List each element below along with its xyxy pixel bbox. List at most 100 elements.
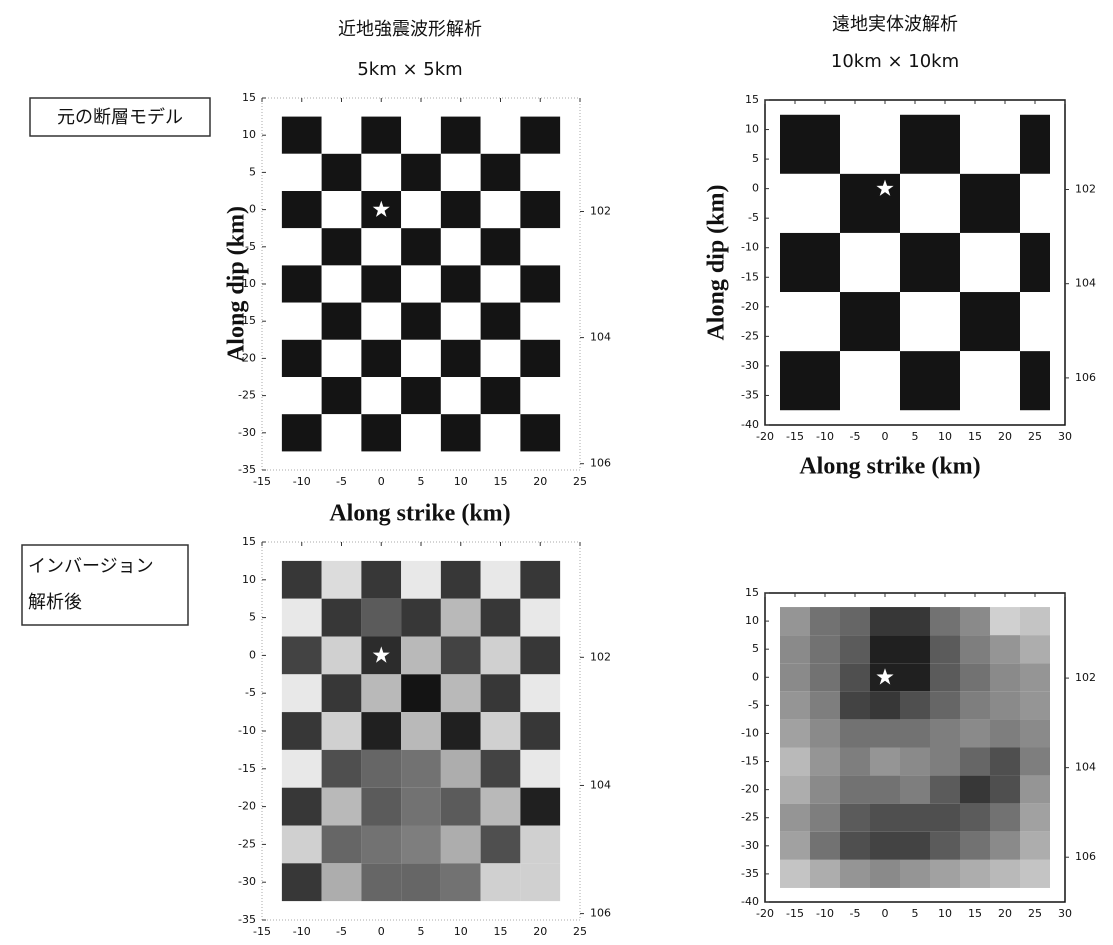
cell <box>990 663 1020 692</box>
y2-tick-label: 106 <box>590 907 611 920</box>
cell <box>440 265 481 303</box>
cell <box>440 825 481 864</box>
cell <box>480 674 521 713</box>
cell <box>1020 663 1050 692</box>
y-tick-label: -10 <box>238 277 256 290</box>
y-tick-label: -25 <box>238 389 256 402</box>
y2-tick-label: 104 <box>1075 277 1096 290</box>
cell <box>321 825 362 864</box>
cell <box>440 863 481 902</box>
cell <box>780 803 810 832</box>
cell <box>480 302 521 340</box>
cell <box>840 607 870 636</box>
cell <box>480 414 521 452</box>
cell <box>870 859 900 888</box>
x-tick-label: -15 <box>253 475 271 488</box>
cell <box>870 803 900 832</box>
cell <box>401 228 441 266</box>
cell <box>960 232 1020 293</box>
cell <box>440 339 481 377</box>
cell <box>401 153 441 191</box>
y-axis-label: Along dip (km) <box>224 206 250 362</box>
cell <box>281 787 322 826</box>
cell <box>780 831 810 860</box>
cell <box>361 339 402 377</box>
cell <box>520 377 561 415</box>
cell <box>520 414 561 452</box>
cell <box>780 859 810 888</box>
cell <box>281 712 322 750</box>
cell <box>810 859 840 888</box>
cell <box>520 302 561 340</box>
x-tick-label: 5 <box>418 475 425 488</box>
cell <box>520 749 561 788</box>
cell <box>361 749 402 788</box>
cell <box>1020 831 1050 860</box>
cell <box>480 598 521 637</box>
cell <box>281 191 322 229</box>
y2-tick-label: 102 <box>1075 671 1096 684</box>
x-tick-label: -10 <box>816 907 834 920</box>
cell <box>440 228 481 266</box>
cell <box>321 674 362 713</box>
cell <box>520 116 561 154</box>
cell <box>401 863 441 902</box>
cell <box>281 377 322 415</box>
cell <box>990 635 1020 664</box>
cell <box>780 775 810 804</box>
cell <box>900 607 930 636</box>
row-label: 元の断層モデル <box>57 107 183 128</box>
cell <box>960 663 990 692</box>
x-tick-label: 10 <box>454 925 468 938</box>
x-tick-label: 0 <box>378 475 385 488</box>
cell <box>900 663 930 692</box>
cell <box>780 114 840 174</box>
cell <box>870 775 900 804</box>
cell <box>840 173 900 233</box>
y-tick-label: -35 <box>741 388 759 401</box>
cell <box>960 114 1020 174</box>
cell <box>1020 351 1050 411</box>
cell <box>900 635 930 664</box>
y-tick-label: -30 <box>238 875 256 888</box>
cell <box>960 635 990 664</box>
cell <box>840 232 900 293</box>
cell <box>990 691 1020 720</box>
y-tick-label: 10 <box>242 573 256 586</box>
y2-tick-label: 102 <box>1075 182 1096 195</box>
y-tick-label: -5 <box>748 211 759 224</box>
cell <box>321 339 362 377</box>
row-label: 解析後 <box>28 592 82 613</box>
cell <box>900 691 930 720</box>
cell <box>321 712 362 750</box>
y-axis-label: Along dip (km) <box>704 184 730 340</box>
cell <box>900 803 930 832</box>
cell <box>780 232 840 293</box>
row-label-box <box>21 544 189 626</box>
cell <box>840 663 870 692</box>
cell <box>520 674 561 713</box>
y-tick-label: -25 <box>741 811 759 824</box>
cell <box>870 747 900 776</box>
cell <box>870 831 900 860</box>
y-tick-label: 0 <box>249 648 256 661</box>
cell <box>780 663 810 692</box>
cell <box>361 414 402 452</box>
x-tick-label: -20 <box>756 907 774 920</box>
cell <box>401 339 441 377</box>
cell <box>440 153 481 191</box>
y-tick-label: -35 <box>238 463 256 476</box>
cell <box>281 228 322 266</box>
cell <box>900 232 960 293</box>
x-tick-label: -5 <box>850 430 861 443</box>
cell <box>361 377 402 415</box>
cell <box>960 691 990 720</box>
cell <box>520 560 561 599</box>
cell <box>440 377 481 415</box>
x-tick-label: 5 <box>418 925 425 938</box>
y2-tick-label: 104 <box>1075 761 1096 774</box>
cell <box>321 153 362 191</box>
y-tick-label: -5 <box>245 240 256 253</box>
y-tick-label: -35 <box>238 913 256 926</box>
